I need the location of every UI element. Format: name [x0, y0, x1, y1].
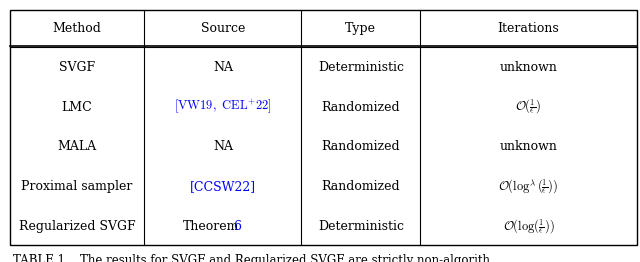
Text: Proximal sampler: Proximal sampler	[21, 180, 132, 193]
Text: Theorem: Theorem	[183, 220, 239, 233]
Text: TABLE 1.   The results for SVGF and Regularized SVGF are strictly non-algorith: TABLE 1. The results for SVGF and Regula…	[13, 254, 490, 262]
Text: Deterministic: Deterministic	[318, 220, 404, 233]
Text: $\mathcal{O}(\log^{\lambda}(\frac{1}{\epsilon}))$: $\mathcal{O}(\log^{\lambda}(\frac{1}{\ep…	[499, 177, 559, 196]
Text: unknown: unknown	[500, 140, 557, 154]
Text: LMC: LMC	[61, 101, 92, 114]
Text: 6: 6	[233, 220, 241, 233]
Text: MALA: MALA	[58, 140, 97, 154]
Text: Source: Source	[201, 22, 245, 35]
Text: NA: NA	[213, 61, 233, 74]
Text: SVGF: SVGF	[59, 61, 95, 74]
Text: $\mathcal{O}(\frac{1}{\epsilon})$: $\mathcal{O}(\frac{1}{\epsilon})$	[515, 98, 542, 117]
Text: Type: Type	[346, 22, 376, 35]
Text: Regularized SVGF: Regularized SVGF	[19, 220, 135, 233]
Text: unknown: unknown	[500, 61, 557, 74]
Text: Randomized: Randomized	[321, 101, 400, 114]
Text: NA: NA	[213, 140, 233, 154]
Text: Randomized: Randomized	[321, 140, 400, 154]
Text: Deterministic: Deterministic	[318, 61, 404, 74]
Text: $\mathcal{O}(\log(\frac{1}{\epsilon}))$: $\mathcal{O}(\log(\frac{1}{\epsilon}))$	[502, 217, 555, 236]
Text: $\mathrm{[VW19,\ CEL^{+}22]}$: $\mathrm{[VW19,\ CEL^{+}22]}$	[174, 98, 271, 116]
Text: [CCSW22]: [CCSW22]	[190, 180, 256, 193]
Text: Method: Method	[52, 22, 102, 35]
Text: Randomized: Randomized	[321, 180, 400, 193]
Text: Iterations: Iterations	[498, 22, 559, 35]
